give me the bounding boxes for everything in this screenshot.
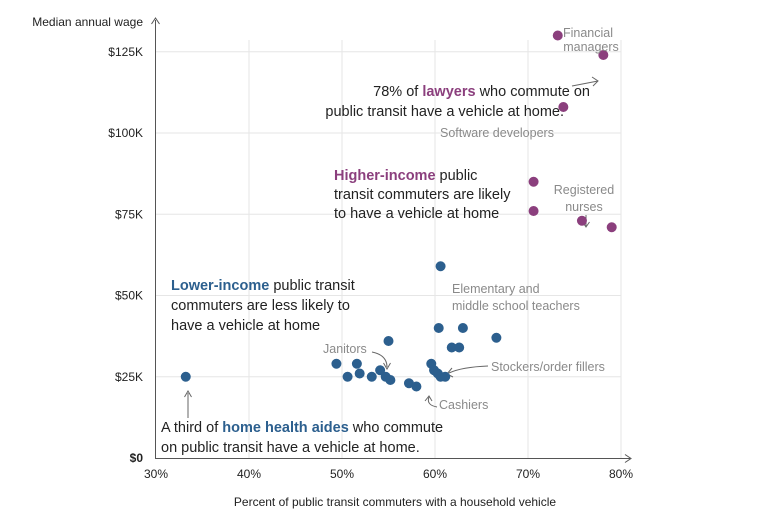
annotation-higher-income: Higher-income public transit commuters a…: [334, 168, 511, 222]
y-tick-label: $125K: [108, 45, 143, 59]
y-tick-label: $50K: [115, 289, 143, 303]
svg-text:managers: managers: [563, 40, 619, 54]
lower-income-point: [366, 371, 377, 382]
x-tick-label: 30%: [144, 467, 168, 481]
x-tick-labels: 30% 40% 50% 60% 70% 80%: [144, 467, 633, 481]
y-axis-label: Median annual wage: [32, 15, 143, 29]
lower-income-point: [383, 336, 394, 346]
lower-income-point: [180, 371, 191, 382]
lower-income-point: [342, 371, 353, 382]
lower-income-point: [440, 371, 451, 382]
label-financial-managers: Financial managers: [563, 26, 619, 54]
higher-income-point: [606, 222, 617, 233]
svg-text:transit commuters are likely: transit commuters are likely: [334, 187, 511, 203]
svg-text:to have a vehicle at home: to have a vehicle at home: [334, 206, 499, 222]
higher-income-point: [552, 30, 563, 41]
y-tick-label: $100K: [108, 126, 143, 140]
label-software-developers: Software developers: [440, 126, 554, 140]
axes: [151, 17, 632, 463]
svg-text:have a vehicle at home: have a vehicle at home: [171, 318, 320, 334]
svg-text:public transit have a vehicle: public transit have a vehicle at home.: [325, 104, 564, 120]
svg-text:78% of lawyers who commute on: 78% of lawyers who commute on: [373, 84, 590, 100]
data-points: [180, 30, 617, 392]
cashiers-arrow-head: [424, 395, 433, 402]
cashiers-arrow: [427, 396, 438, 408]
lower-income-point: [331, 358, 342, 369]
lower-income-point: [454, 342, 465, 353]
y-tick-labels: $0 $25K $50K $75K $100K $125K: [108, 45, 143, 465]
svg-text:middle school teachers: middle school teachers: [452, 299, 580, 313]
lower-income-point: [433, 323, 444, 333]
svg-text:Financial: Financial: [563, 26, 613, 40]
lower-income-point: [411, 381, 422, 392]
higher-income-point: [528, 176, 539, 187]
lawyers-arrow: [571, 80, 599, 87]
gridlines: [156, 40, 622, 458]
svg-text:Higher-income public: Higher-income public: [334, 168, 477, 184]
stockers-arrow: [448, 365, 489, 374]
janitors-arrow-head: [383, 362, 391, 370]
svg-text:Registered: Registered: [554, 183, 614, 197]
lawyers-arrow-head: [591, 76, 599, 87]
x-tick-label: 50%: [330, 467, 354, 481]
svg-text:Lower-income public transit: Lower-income public transit: [171, 278, 355, 294]
x-tick-label: 80%: [609, 467, 633, 481]
lower-income-point: [354, 368, 365, 379]
svg-text:Elementary and: Elementary and: [452, 282, 540, 296]
x-tick-label: 60%: [423, 467, 447, 481]
higher-income-point: [576, 215, 587, 226]
higher-income-point: [598, 50, 609, 60]
lower-income-point: [491, 332, 502, 343]
lower-income-point: [385, 375, 396, 385]
higher-income-point: [558, 102, 569, 112]
y-axis-arrow: [151, 17, 160, 25]
label-stockers: Stockers/order fillers: [491, 360, 605, 374]
label-registered-nurses: Registered nurses: [554, 183, 614, 214]
label-janitors: Janitors: [323, 342, 367, 356]
annotation-health-aides: A third of home health aides who commute…: [161, 420, 443, 456]
y-tick-label: $25K: [115, 370, 143, 384]
higher-income-point: [528, 206, 539, 216]
label-cashiers: Cashiers: [439, 398, 488, 412]
x-tick-label: 70%: [516, 467, 540, 481]
lower-income-point: [457, 323, 468, 333]
lower-income-point: [446, 342, 457, 353]
y-tick-label: $0: [130, 451, 144, 465]
x-axis-label: Percent of public transit commuters with…: [234, 495, 556, 509]
janitors-arrow: [371, 351, 388, 368]
svg-text:nurses: nurses: [565, 200, 603, 214]
x-axis-arrow: [624, 454, 632, 463]
annotation-lower-income: Lower-income public transit commuters ar…: [171, 278, 355, 334]
svg-text:commuters are less likely to: commuters are less likely to: [171, 298, 350, 314]
health-aides-arrow-head: [184, 390, 192, 398]
annotation-lawyers: 78% of lawyers who commute on public tra…: [325, 84, 590, 120]
lower-income-point: [351, 358, 362, 369]
lower-income-point: [435, 261, 446, 272]
svg-text:A third of home health aides w: A third of home health aides who commute: [161, 420, 443, 436]
svg-text:on public transit have a vehic: on public transit have a vehicle at home…: [161, 440, 420, 456]
lower-income-point: [375, 365, 386, 376]
y-tick-label: $75K: [115, 207, 143, 221]
x-tick-label: 40%: [237, 467, 261, 481]
label-teachers: Elementary and middle school teachers: [452, 282, 580, 313]
